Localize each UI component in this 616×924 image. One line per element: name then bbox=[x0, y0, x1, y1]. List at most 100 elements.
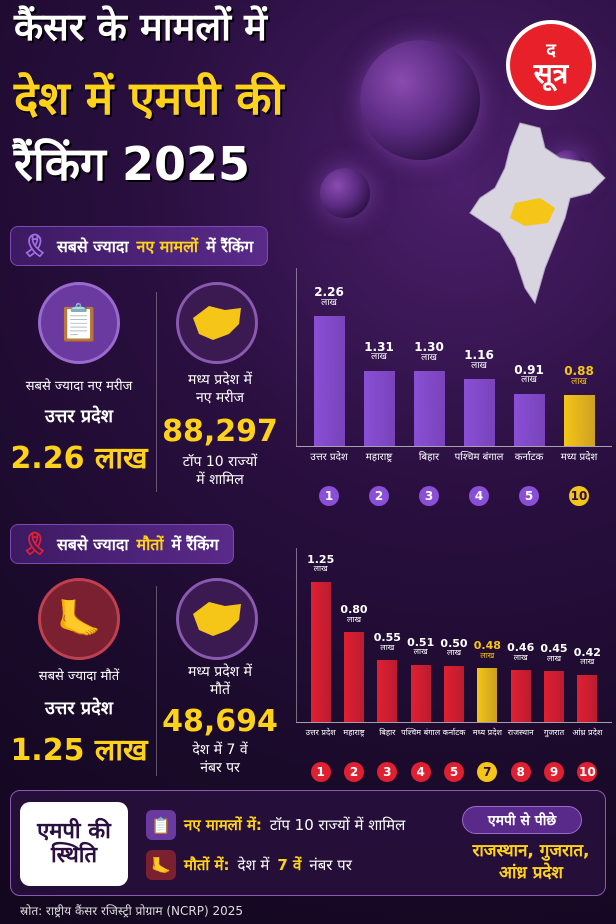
chart-bar bbox=[377, 660, 398, 722]
row2-num: 7 वें bbox=[277, 856, 302, 874]
deaths-mp-label-2: मौतें bbox=[210, 682, 230, 698]
bar-value-number: 1.31 bbox=[364, 339, 394, 354]
chart-bar bbox=[563, 395, 595, 446]
bar-value-unit: लाख bbox=[313, 564, 328, 574]
bar-value-label: 1.16 लाख bbox=[454, 349, 505, 371]
new-cases-heading: 🎗 सबसे ज्यादा नए मामलों में रैंकिंग bbox=[10, 226, 269, 266]
bar-value-label: 0.88 लाख bbox=[554, 365, 605, 387]
feet-tag-icon: 🦶 bbox=[38, 578, 120, 660]
deaths-heading-highlight: मौतों bbox=[136, 535, 164, 554]
chart-bar bbox=[544, 671, 564, 722]
mp-status-title-1: एमपी की bbox=[37, 818, 111, 844]
rank-badge: 8 bbox=[510, 762, 531, 782]
chart-baseline bbox=[296, 446, 612, 447]
brand-logo: द सूत्र bbox=[506, 20, 596, 110]
new-cases-heading-suffix: में रैंकिंग bbox=[206, 237, 254, 256]
deaths-heading: 🎗 सबसे ज्यादा मौतों में रैंकिंग bbox=[10, 524, 234, 564]
category-label: उत्तर प्रदेश bbox=[310, 452, 348, 463]
bar-value-number: 0.88 bbox=[564, 364, 594, 379]
logo-text-bottom: सूत्र bbox=[533, 57, 569, 90]
bar-value-number: 0.46 bbox=[507, 641, 535, 655]
mp-status-row-deaths: 🦶 मौतों में: देश में 7 वें नंबर पर bbox=[146, 850, 352, 880]
rank-badge: 10 bbox=[569, 486, 589, 506]
bar-value-label: 0.55 लाख bbox=[367, 632, 407, 652]
chart-bar bbox=[463, 379, 495, 446]
rank-badge: 3 bbox=[377, 762, 398, 782]
new-cases-mp-value: 88,297 bbox=[162, 414, 278, 449]
mp-status-title: एमपी की स्थिति bbox=[20, 802, 128, 886]
chart-y-axis bbox=[296, 268, 297, 446]
bar-value-number: 0.91 bbox=[514, 362, 544, 377]
red-ribbon-icon: 🎗 bbox=[21, 531, 49, 557]
mp-status-row-new-cases: 📋 नए मामलों में: टॉप 10 राज्यों में शामि… bbox=[146, 810, 405, 840]
chart-bar bbox=[410, 664, 431, 722]
bar-value-label: 1.30 लाख bbox=[404, 341, 455, 363]
virus-illustration-small bbox=[320, 168, 370, 218]
clipboard-plus-icon-small: 📋 bbox=[146, 810, 176, 840]
behind-states-line-2: आंध्र प्रदेश bbox=[498, 863, 563, 884]
deaths-mp-value: 48,694 bbox=[162, 704, 278, 739]
new-cases-top-label: सबसे ज्यादा नए मरीज bbox=[25, 379, 133, 394]
chart-bar bbox=[344, 632, 364, 722]
deaths-heading-suffix: में रैंकिंग bbox=[171, 535, 219, 554]
bar-value-number: 1.30 bbox=[414, 340, 444, 355]
new-cases-top-value: 2.26 लाख bbox=[10, 441, 148, 476]
section-divider-2 bbox=[156, 586, 157, 776]
category-label: राजस्थान bbox=[507, 728, 534, 737]
bar-value-number: 0.42 bbox=[573, 645, 601, 659]
category-label: कर्नाटक bbox=[442, 728, 466, 737]
bar-value-label: 1.31 लाख bbox=[354, 339, 405, 363]
new-cases-mp-label-2: नए मरीज bbox=[195, 390, 245, 406]
behind-states-line-1: राजस्थान, गुजरात, bbox=[472, 841, 590, 861]
bar-value-unit: लाख bbox=[546, 654, 562, 663]
rank-badge: 9 bbox=[544, 762, 564, 782]
india-map-icon bbox=[469, 122, 606, 305]
chart-bar bbox=[310, 581, 331, 722]
bar-value-label: 0.48 लाख bbox=[467, 640, 507, 660]
bar-value-label: 0.45 लाख bbox=[534, 643, 574, 663]
rank-badge: 1 bbox=[319, 486, 339, 506]
chart-bar bbox=[363, 370, 395, 446]
bar-value-number: 0.80 bbox=[340, 603, 368, 617]
title-line-3: रैंकिंग 2025 bbox=[14, 137, 250, 191]
category-label: मध्य प्रदेश bbox=[472, 728, 502, 737]
bar-value-number: 0.45 bbox=[540, 642, 568, 656]
rank-badge: 4 bbox=[410, 762, 431, 782]
bar-value-label: 0.46 लाख bbox=[501, 642, 541, 662]
bar-value-unit: लाख bbox=[580, 657, 595, 667]
chart-bar bbox=[577, 674, 598, 722]
deaths-mp-note-2: नंबर पर bbox=[200, 760, 240, 776]
behind-mp-heading: एमपी से पीछे bbox=[462, 806, 582, 834]
rank-badge: 2 bbox=[369, 486, 389, 506]
chart-bar bbox=[510, 670, 531, 722]
bar-value-unit: लाख bbox=[346, 614, 362, 624]
bar-value-label: 1.25 लाख bbox=[301, 553, 341, 574]
rank-badge: 2 bbox=[344, 762, 364, 782]
bar-value-number: 0.55 bbox=[373, 631, 401, 645]
virus-illustration-large bbox=[360, 40, 480, 160]
bar-value-label: 0.42 लाख bbox=[567, 647, 607, 667]
deaths-top-value: 1.25 लाख bbox=[10, 733, 148, 768]
bar-value-unit: लाख bbox=[421, 352, 437, 363]
bar-value-unit: लाख bbox=[521, 375, 537, 386]
logo-text-top: द bbox=[546, 40, 556, 61]
category-label: महाराष्ट्र bbox=[343, 728, 365, 737]
row1-text: टॉप 10 राज्यों में शामिल bbox=[269, 816, 406, 834]
mp-map-icon bbox=[176, 282, 258, 364]
bar-value-number: 0.51 bbox=[407, 635, 435, 649]
bar-value-number: 0.48 bbox=[473, 639, 501, 653]
new-cases-mp-note-2: में शामिल bbox=[196, 472, 244, 488]
bar-value-unit: लाख bbox=[413, 647, 428, 657]
new-cases-mp-label-1: मध्य प्रदेश में bbox=[188, 372, 252, 388]
row2-text-a: देश में bbox=[237, 856, 270, 874]
mp-map-icon-2 bbox=[176, 578, 258, 660]
title-line-2: देश में एमपी की bbox=[14, 71, 284, 125]
behind-mp-states: राजस्थान, गुजरात, आंध्र प्रदेश bbox=[458, 840, 604, 884]
rank-badge: 5 bbox=[519, 486, 539, 506]
source-note: स्रोत: राष्ट्रीय कैंसर रजिस्ट्री प्रोग्र… bbox=[20, 904, 244, 918]
deaths-top-state: उत्तर प्रदेश bbox=[45, 698, 113, 719]
purple-ribbon-icon: 🎗 bbox=[21, 233, 49, 259]
new-cases-heading-highlight: नए मामलों bbox=[136, 237, 199, 256]
deaths-mp-note-1: देश में 7 वें bbox=[192, 742, 248, 758]
row2-text-b: नंबर पर bbox=[309, 856, 352, 874]
